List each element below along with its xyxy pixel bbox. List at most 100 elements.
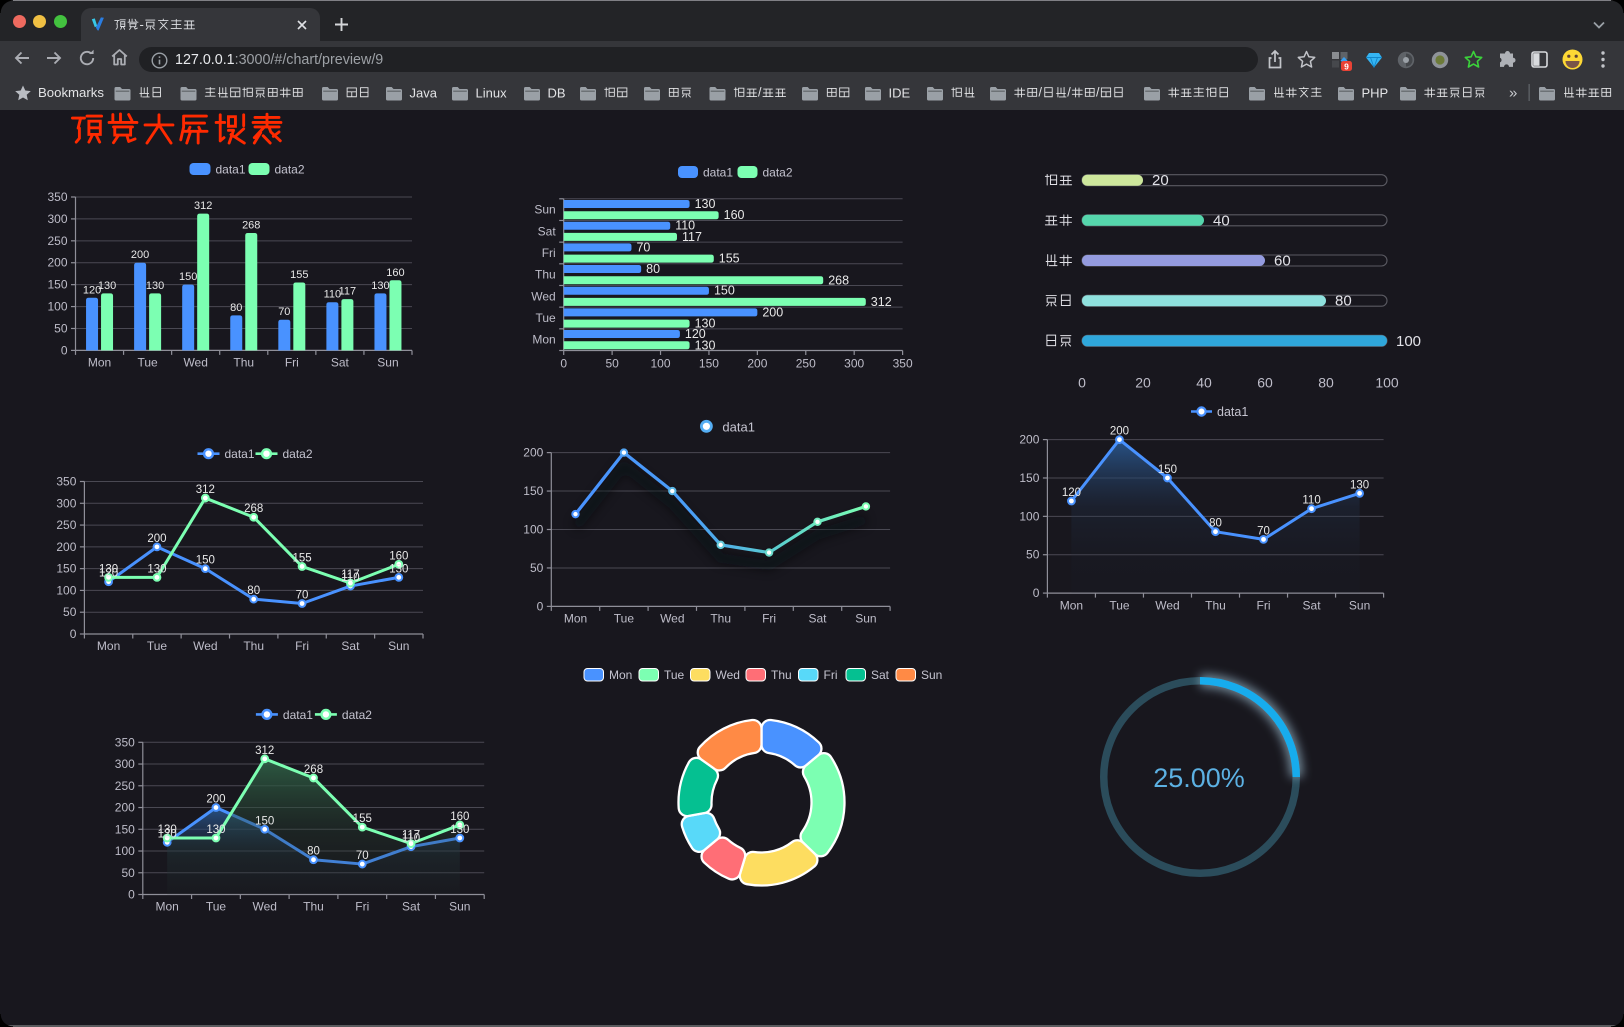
svg-text:150: 150 [699, 357, 719, 371]
svg-text:Mon: Mon [156, 900, 179, 914]
svg-text:200: 200 [147, 533, 166, 545]
svg-text:data1: data1 [283, 708, 313, 722]
svg-text:100: 100 [523, 523, 543, 537]
svg-text:Fri: Fri [285, 356, 299, 370]
svg-text:120: 120 [158, 828, 177, 840]
svg-text:350: 350 [115, 735, 135, 749]
svg-text:Tue: Tue [206, 900, 227, 914]
svg-text:PHP: PHP [1362, 86, 1389, 101]
svg-text:150: 150 [115, 822, 135, 836]
svg-text:/: / [1067, 86, 1071, 100]
svg-text:100: 100 [115, 844, 135, 858]
svg-text:Thu: Thu [233, 356, 254, 370]
svg-text:data2: data2 [342, 708, 372, 722]
svg-text:Sat: Sat [1303, 599, 1322, 613]
svg-text:120: 120 [1062, 487, 1081, 499]
svg-text:117: 117 [682, 230, 702, 244]
svg-text:150: 150 [714, 284, 735, 298]
svg-text:130: 130 [98, 280, 116, 292]
svg-text:Tue: Tue [147, 639, 168, 653]
svg-text:80: 80 [646, 262, 660, 276]
svg-text:50: 50 [1026, 548, 1040, 562]
svg-text:Thu: Thu [243, 639, 264, 653]
svg-text:Sun: Sun [855, 612, 876, 626]
svg-text:Wed: Wed [531, 289, 555, 303]
svg-text:Thu: Thu [303, 900, 324, 914]
svg-text:250: 250 [56, 518, 76, 532]
svg-text:268: 268 [304, 764, 323, 776]
svg-text:130: 130 [389, 563, 408, 575]
svg-text:25.00%: 25.00% [1153, 763, 1245, 793]
svg-text:data2: data2 [763, 166, 793, 180]
svg-text:-: - [140, 17, 144, 32]
svg-text:110: 110 [1302, 495, 1320, 507]
svg-text:70: 70 [356, 850, 369, 862]
svg-text:0: 0 [1078, 375, 1086, 391]
svg-text:110: 110 [341, 572, 359, 584]
svg-text:150: 150 [47, 278, 67, 292]
svg-text:9: 9 [1344, 62, 1349, 72]
svg-text:155: 155 [290, 269, 308, 281]
svg-text:Thu: Thu [1205, 599, 1226, 613]
svg-text:200: 200 [115, 801, 135, 815]
svg-text:80: 80 [230, 302, 242, 314]
svg-text:Tue: Tue [1109, 599, 1130, 613]
svg-text:Wed: Wed [193, 639, 217, 653]
svg-text:110: 110 [402, 833, 420, 845]
svg-text:80: 80 [247, 585, 260, 597]
svg-text:268: 268 [244, 503, 263, 515]
svg-text:50: 50 [605, 357, 619, 371]
svg-text:data2: data2 [283, 447, 313, 461]
svg-text:110: 110 [675, 219, 695, 233]
svg-text:200: 200 [206, 794, 225, 806]
svg-text:Sat: Sat [341, 639, 360, 653]
svg-text:160: 160 [450, 811, 469, 823]
svg-text:130: 130 [147, 563, 166, 575]
svg-text:40: 40 [1196, 375, 1212, 391]
svg-text:150: 150 [523, 484, 543, 498]
svg-text:300: 300 [56, 496, 76, 510]
svg-text:/: / [1096, 86, 1100, 100]
svg-text:200: 200 [523, 446, 543, 460]
svg-text:150: 150 [56, 562, 76, 576]
svg-text:50: 50 [63, 605, 77, 619]
svg-text:Tue: Tue [535, 311, 556, 325]
svg-text:Sun: Sun [377, 356, 398, 370]
svg-text:0: 0 [537, 599, 544, 613]
svg-text:Wed: Wed [183, 356, 207, 370]
svg-text:268: 268 [242, 219, 260, 231]
svg-text:312: 312 [255, 745, 274, 757]
svg-text:Mon: Mon [97, 639, 120, 653]
svg-text:60: 60 [1257, 375, 1273, 391]
svg-text:70: 70 [636, 240, 650, 254]
svg-text:350: 350 [47, 190, 67, 204]
svg-text:data2: data2 [275, 163, 305, 177]
svg-text:100: 100 [56, 583, 76, 597]
svg-text:300: 300 [844, 357, 864, 371]
svg-text:80: 80 [1318, 375, 1334, 391]
svg-text:Sat: Sat [331, 356, 350, 370]
svg-text:130: 130 [158, 824, 177, 836]
svg-text:Java: Java [410, 86, 438, 101]
svg-text:Mon: Mon [532, 333, 555, 347]
svg-text:130: 130 [695, 197, 716, 211]
svg-text:250: 250 [47, 234, 67, 248]
svg-text:150: 150 [255, 815, 274, 827]
svg-text:130: 130 [695, 338, 716, 352]
svg-text:»: » [1509, 85, 1517, 102]
svg-text:Tue: Tue [137, 356, 158, 370]
svg-text:312: 312 [196, 484, 215, 496]
svg-text:120: 120 [99, 568, 118, 580]
svg-text:130: 130 [695, 317, 716, 331]
svg-text:Mon: Mon [88, 356, 111, 370]
svg-text:Thu: Thu [535, 268, 556, 282]
svg-text:155: 155 [719, 252, 740, 266]
svg-text:0: 0 [61, 343, 68, 357]
svg-text:20: 20 [1135, 375, 1151, 391]
svg-text:Fri: Fri [762, 612, 776, 626]
svg-text:200: 200 [131, 249, 149, 261]
svg-text:312: 312 [194, 200, 212, 212]
svg-text:100: 100 [47, 300, 67, 314]
svg-text:150: 150 [179, 271, 197, 283]
svg-text:100: 100 [1019, 509, 1039, 523]
